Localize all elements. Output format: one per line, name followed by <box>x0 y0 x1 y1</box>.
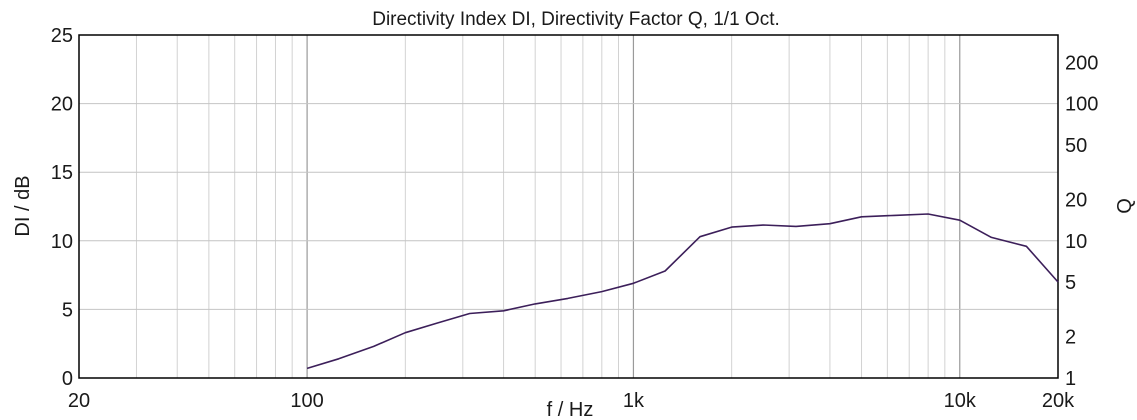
plot-frame <box>78 34 1059 379</box>
x-tick-label: 20k <box>1042 390 1075 412</box>
y2-tick-label: 20 <box>1065 189 1087 211</box>
y2-tick-label: 10 <box>1065 231 1087 253</box>
y2-tick-label: 1 <box>1065 368 1076 390</box>
major-gridlines <box>79 35 1058 378</box>
y-tick-label: 0 <box>62 368 73 390</box>
y2-tick-label: 5 <box>1065 272 1076 294</box>
y-tick-label: 25 <box>51 25 73 47</box>
y-tick-label: 5 <box>62 299 73 321</box>
y-tick-label: 20 <box>51 94 73 116</box>
x-tick-label: 20 <box>68 390 90 412</box>
minor-gridlines <box>135 35 946 378</box>
y2-tick-label: 200 <box>1065 52 1098 74</box>
y-tick-label: 15 <box>51 162 73 184</box>
series-line <box>306 213 1059 370</box>
y-axis-title: DI / dB <box>12 175 34 236</box>
y2-tick-label: 100 <box>1065 94 1098 116</box>
y2-axis-title: Q <box>1114 198 1136 214</box>
x-tick-label: 100 <box>290 390 323 412</box>
x-tick-label: 1k <box>623 390 645 412</box>
y2-tick-label: 2 <box>1065 327 1076 349</box>
x-axis-title: f / Hz <box>547 399 594 420</box>
x-tick-label: 10k <box>944 390 977 412</box>
y-tick-label: 10 <box>51 231 73 253</box>
series-layer <box>306 213 1059 370</box>
chart-title: Directivity Index DI, Directivity Factor… <box>372 9 780 30</box>
y2-tick-label: 50 <box>1065 135 1087 157</box>
